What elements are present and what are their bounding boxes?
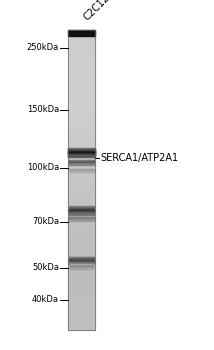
Bar (68, 30, 95, 330)
Text: 70kDa: 70kDa (32, 217, 59, 226)
Text: C2C12: C2C12 (82, 0, 111, 22)
Text: SERCA1/ATP2A1: SERCA1/ATP2A1 (100, 153, 178, 163)
Text: 100kDa: 100kDa (27, 163, 59, 173)
Text: 40kDa: 40kDa (32, 295, 59, 304)
Text: 150kDa: 150kDa (27, 105, 59, 114)
Text: 250kDa: 250kDa (27, 43, 59, 52)
Bar (68, 30, 95, 36)
Text: 50kDa: 50kDa (32, 264, 59, 273)
